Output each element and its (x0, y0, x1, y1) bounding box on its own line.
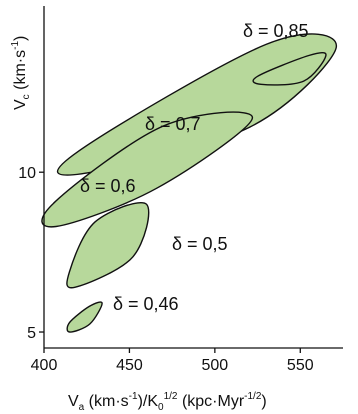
region-delta-0-6 (41, 111, 254, 228)
x-tick-label: 500 (202, 357, 229, 374)
x-tick-label: 550 (287, 357, 314, 374)
region-delta-0-85 (252, 51, 327, 86)
regions (41, 33, 337, 333)
label-delta-0-46: δ = 0,46 (113, 294, 179, 314)
y-axis-label: Vc (km·s-1) (10, 36, 32, 110)
x-axis-label: Va (km·s-1)/K01/2 (kpc·Myr-1/2) (68, 391, 267, 413)
label-delta-0-7: δ = 0,7 (145, 114, 201, 134)
x-tick-label: 400 (31, 357, 58, 374)
label-delta-0-5: δ = 0,5 (172, 234, 228, 254)
y-tick-label: 5 (27, 325, 36, 342)
label-delta-0-85: δ = 0,85 (243, 21, 309, 41)
axes: 400 450 500 550 5 10 (18, 6, 343, 374)
label-delta-0-6: δ = 0,6 (80, 176, 136, 196)
region-delta-0-46 (66, 301, 103, 333)
x-tick-label: 450 (116, 357, 143, 374)
region-delta-0-5 (66, 202, 150, 289)
region-delta-0-7 (56, 33, 337, 176)
y-tick-label: 10 (18, 165, 36, 182)
